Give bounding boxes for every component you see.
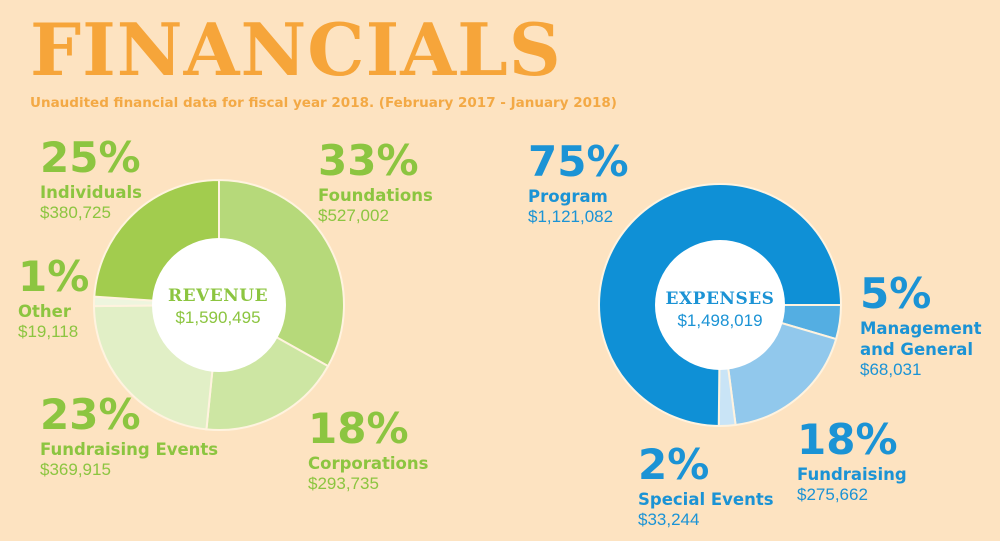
fundraising-events-amount: $369,915	[40, 460, 111, 479]
special-events-amount: $33,244	[638, 510, 700, 529]
management-amount: $68,031	[860, 360, 922, 379]
foundations-amount: $527,002	[318, 206, 389, 225]
other-name: Other	[18, 302, 71, 321]
rev-center-hole	[152, 238, 286, 372]
revenue-title: REVENUE	[167, 286, 269, 306]
individuals-name: Individuals	[40, 183, 142, 202]
fundraising-amount: $275,662	[797, 485, 868, 504]
fundraising-events-name: Fundraising Events	[40, 440, 219, 459]
other-percent: 1%	[18, 252, 90, 301]
label-management-general: 5% Management and General $68,031	[860, 269, 995, 379]
label-foundations: 33% Foundations $527,002	[318, 136, 433, 225]
individuals-amount: $380,725	[40, 203, 111, 222]
fundraising-percent: 18%	[797, 415, 898, 464]
management-percent: 5%	[860, 269, 932, 318]
foundations-percent: 33%	[318, 136, 419, 185]
label-individuals: 25% Individuals $380,725	[40, 133, 142, 222]
other-amount: $19,118	[18, 322, 79, 341]
revenue-total: $1,590,495	[175, 308, 261, 327]
special-events-name: Special Events	[638, 490, 774, 509]
revenue-center-label: REVENUE $1,590,495	[148, 286, 288, 327]
corporations-amount: $293,735	[308, 474, 379, 493]
individuals-percent: 25%	[40, 133, 141, 182]
label-fundraising: 18% Fundraising $275,662	[797, 415, 907, 504]
label-other: 1% Other $19,118	[18, 252, 90, 341]
revenue-donut	[92, 178, 345, 431]
label-program: 75% Program $1,121,082	[528, 137, 629, 226]
fundraising-events-percent: 23%	[40, 390, 141, 439]
page-title: FINANCIALS	[30, 7, 562, 92]
page-subtitle: Unaudited financial data for fiscal year…	[30, 95, 617, 111]
expenses-donut	[598, 183, 843, 428]
corporations-percent: 18%	[308, 404, 409, 453]
exp-center-hole	[655, 240, 785, 370]
expenses-total: $1,498,019	[677, 311, 763, 330]
label-special-events: 2% Special Events $33,244	[638, 440, 774, 529]
program-amount: $1,121,082	[528, 207, 614, 226]
expenses-title: EXPENSES	[665, 289, 775, 309]
label-corporations: 18% Corporations $293,735	[308, 404, 429, 493]
special-events-percent: 2%	[638, 440, 710, 489]
program-percent: 75%	[528, 137, 629, 186]
fundraising-name: Fundraising	[797, 465, 907, 484]
management-name: Management and General	[860, 319, 982, 359]
program-name: Program	[528, 187, 608, 206]
foundations-name: Foundations	[318, 186, 433, 205]
corporations-name: Corporations	[308, 454, 429, 473]
expenses-center-label: EXPENSES $1,498,019	[650, 289, 790, 330]
label-fundraising-events: 23% Fundraising Events $369,915	[40, 390, 219, 479]
